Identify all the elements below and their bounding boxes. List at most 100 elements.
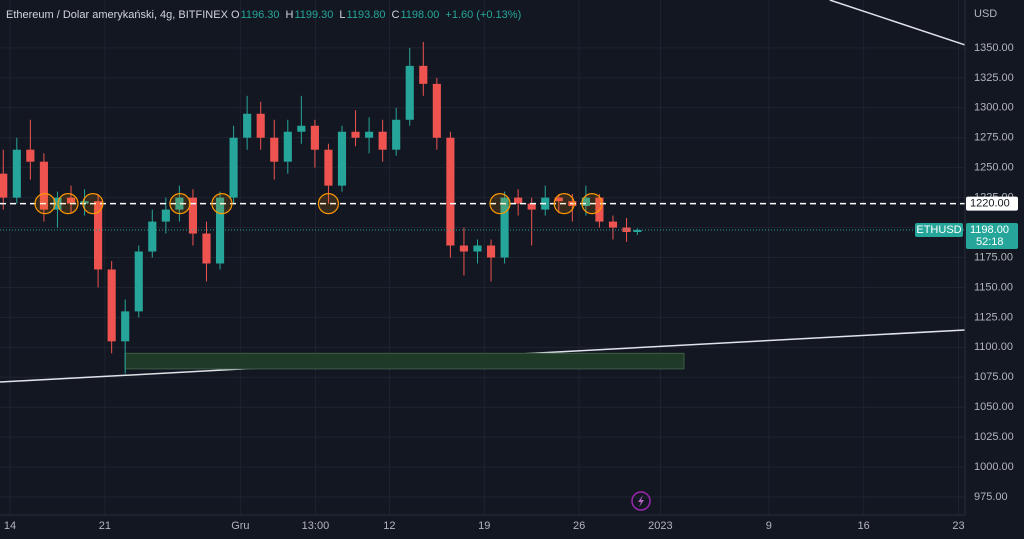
touch-point [82, 193, 104, 215]
candle-body [324, 149, 333, 186]
candle-body [351, 131, 360, 138]
symbol-title: Ethereum / Dolar amerykański, 4g, BITFIN… [6, 9, 229, 21]
candle-body [432, 83, 441, 138]
candle-body [202, 233, 211, 264]
lightning-glyph [638, 495, 644, 507]
candle-body [622, 227, 631, 232]
candle-body [297, 125, 306, 132]
candle-body [12, 149, 21, 198]
y-tick-label: 1350.00 [974, 42, 1014, 54]
candle-body [243, 113, 252, 138]
level-price-label: 1220.00 [970, 198, 1010, 210]
y-tick-label: 1150.00 [974, 281, 1013, 293]
lightning-icon[interactable] [631, 491, 651, 511]
candle-body [0, 173, 8, 198]
touch-point [489, 193, 511, 215]
candle-body [310, 125, 319, 150]
candle-body [514, 197, 523, 204]
candle-body [94, 201, 103, 270]
candle-body [229, 137, 238, 198]
symbol-box [915, 222, 963, 237]
x-tick-label: 19 [478, 520, 490, 532]
y-tick-label: 1325.00 [974, 72, 1014, 84]
ohlc-key: O [231, 9, 240, 21]
demand-zone [124, 352, 685, 370]
touch-point [57, 193, 79, 215]
y-tick-label: 1100.00 [974, 341, 1013, 353]
ohlc-key: C [392, 9, 400, 21]
ohlc-value: 1193.80 [347, 9, 386, 21]
x-tick-label: 2023 [648, 520, 672, 532]
touch-point [317, 193, 340, 215]
ohlc-key: H [286, 9, 294, 21]
x-tick-label: 26 [573, 520, 585, 532]
x-tick-label: 23 [952, 520, 964, 532]
x-tick-label: 9 [766, 520, 772, 532]
candle-body [581, 197, 590, 206]
y-tick-label: 975.00 [974, 491, 1008, 503]
candle-body [392, 119, 401, 150]
candle-body [107, 269, 116, 342]
last-price-label: 1198.00 [970, 224, 1009, 236]
currency-label: USD [974, 8, 997, 20]
candle-body [337, 131, 347, 186]
candle-body [459, 245, 469, 252]
candle-body [215, 197, 225, 264]
y-tick-label: 1250.00 [974, 162, 1014, 174]
y-tick-label: 1050.00 [974, 401, 1014, 413]
candle-body [175, 197, 184, 210]
candle-body [527, 203, 536, 210]
x-tick-label: 21 [99, 520, 111, 532]
candle-body [378, 131, 387, 150]
candle-body [188, 197, 198, 234]
touch-point [211, 193, 233, 215]
candle-body [148, 221, 157, 252]
y-tick-label: 1125.00 [974, 311, 1013, 323]
candle-body [365, 131, 374, 138]
trendline [829, 0, 966, 46]
candle-body [608, 221, 618, 228]
candle-body [473, 245, 482, 252]
candle-body [39, 161, 48, 210]
touch-point [553, 193, 575, 215]
x-tick-label: 13:00 [302, 520, 330, 532]
y-tick-label: 1075.00 [974, 371, 1014, 383]
candle-body [486, 245, 496, 258]
level-price-box [966, 196, 1018, 211]
x-tick-label: 14 [4, 520, 16, 532]
ohlc-key: L [339, 9, 345, 21]
touch-point [34, 193, 56, 215]
candle-body [405, 65, 414, 120]
candle-body [66, 197, 76, 204]
symbol-label: ETHUSD [916, 224, 961, 236]
candle-body [161, 209, 170, 222]
candle-body [419, 65, 428, 84]
candle-body [554, 197, 563, 202]
touch-point [581, 193, 603, 215]
ohlc-value: 1198.00 [400, 9, 439, 21]
y-tick-label: 1000.00 [974, 461, 1014, 473]
last-price-box [966, 222, 1018, 249]
ohlc-value: 1199.30 [294, 9, 333, 21]
touch-point [169, 193, 191, 215]
countdown-label: 52:18 [976, 236, 1004, 248]
y-tick-label: 1175.00 [974, 251, 1013, 263]
candle-body [283, 131, 292, 162]
candle-body [500, 197, 509, 258]
change-value: +1.60 (+0.13%) [445, 9, 521, 21]
candle-body [26, 149, 35, 162]
candle-body [80, 201, 89, 204]
candle-body [633, 229, 642, 232]
x-tick-label: 12 [383, 520, 395, 532]
y-tick-label: 1275.00 [974, 132, 1014, 144]
y-tick-label: 1300.00 [974, 102, 1014, 114]
candle-body [256, 113, 265, 138]
candle-body [270, 137, 279, 162]
x-tick-label: 16 [858, 520, 870, 532]
x-tick-label: Gru [231, 520, 249, 532]
candle-body [446, 137, 455, 246]
candle-body [134, 251, 143, 312]
candle-body [121, 311, 130, 342]
